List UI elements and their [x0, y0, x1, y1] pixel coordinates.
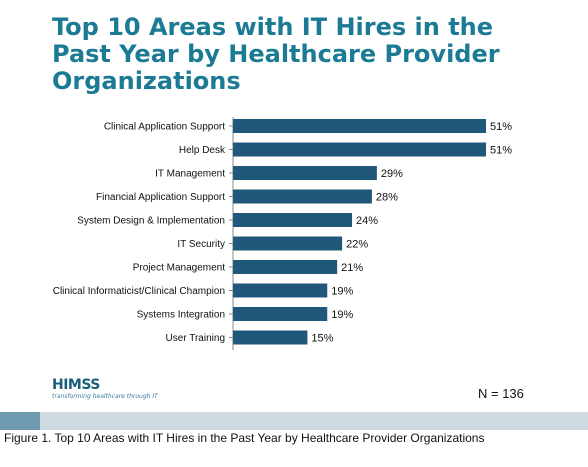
category-label: IT Security [177, 239, 225, 250]
bar [233, 260, 338, 274]
category-label: Help Desk [179, 145, 226, 156]
sample-size: N = 136 [478, 386, 524, 401]
value-label: 22% [346, 239, 368, 251]
bar [233, 307, 328, 321]
value-label: 21% [341, 262, 363, 274]
bar [233, 330, 308, 345]
figure-caption: Figure 1. Top 10 Areas with IT Hires in … [4, 431, 485, 445]
bar-chart: Clinical Application Support 51% Help Desk… [53, 117, 512, 350]
category-label: User Training [166, 333, 225, 344]
category-label: Clinical Informaticist/Clinical Champion [53, 286, 225, 297]
value-label: 15% [311, 333, 333, 345]
value-label: 19% [331, 286, 353, 298]
category-label: Project Management [133, 263, 225, 274]
value-label: 28% [376, 192, 398, 204]
bar [233, 189, 372, 204]
logo-wordmark: HIMSS [52, 377, 100, 393]
bar [233, 236, 343, 251]
footer-strip [0, 412, 588, 430]
value-label: 19% [331, 309, 353, 321]
category-label: Systems Integration [137, 310, 225, 321]
category-label: System Design & Implementation [77, 216, 225, 227]
himss-logo: HIMSS transforming healthcare through IT [52, 378, 158, 401]
value-label: 51% [490, 121, 512, 133]
bar [233, 166, 377, 180]
category-label: IT Management [155, 169, 225, 180]
category-label: Financial Application Support [96, 192, 225, 203]
footer-strip-accent [0, 412, 40, 430]
chart-title: Top 10 Areas with IT Hires in the Past Y… [52, 13, 500, 95]
bar [233, 283, 328, 298]
bar [233, 119, 486, 133]
category-label: Clinical Application Support [104, 122, 225, 133]
bar [233, 213, 353, 227]
value-label: 24% [356, 215, 378, 227]
bar [233, 142, 486, 157]
value-label: 29% [381, 168, 403, 180]
value-label: 51% [490, 145, 512, 157]
logo-tagline: transforming healthcare through IT [52, 393, 158, 400]
